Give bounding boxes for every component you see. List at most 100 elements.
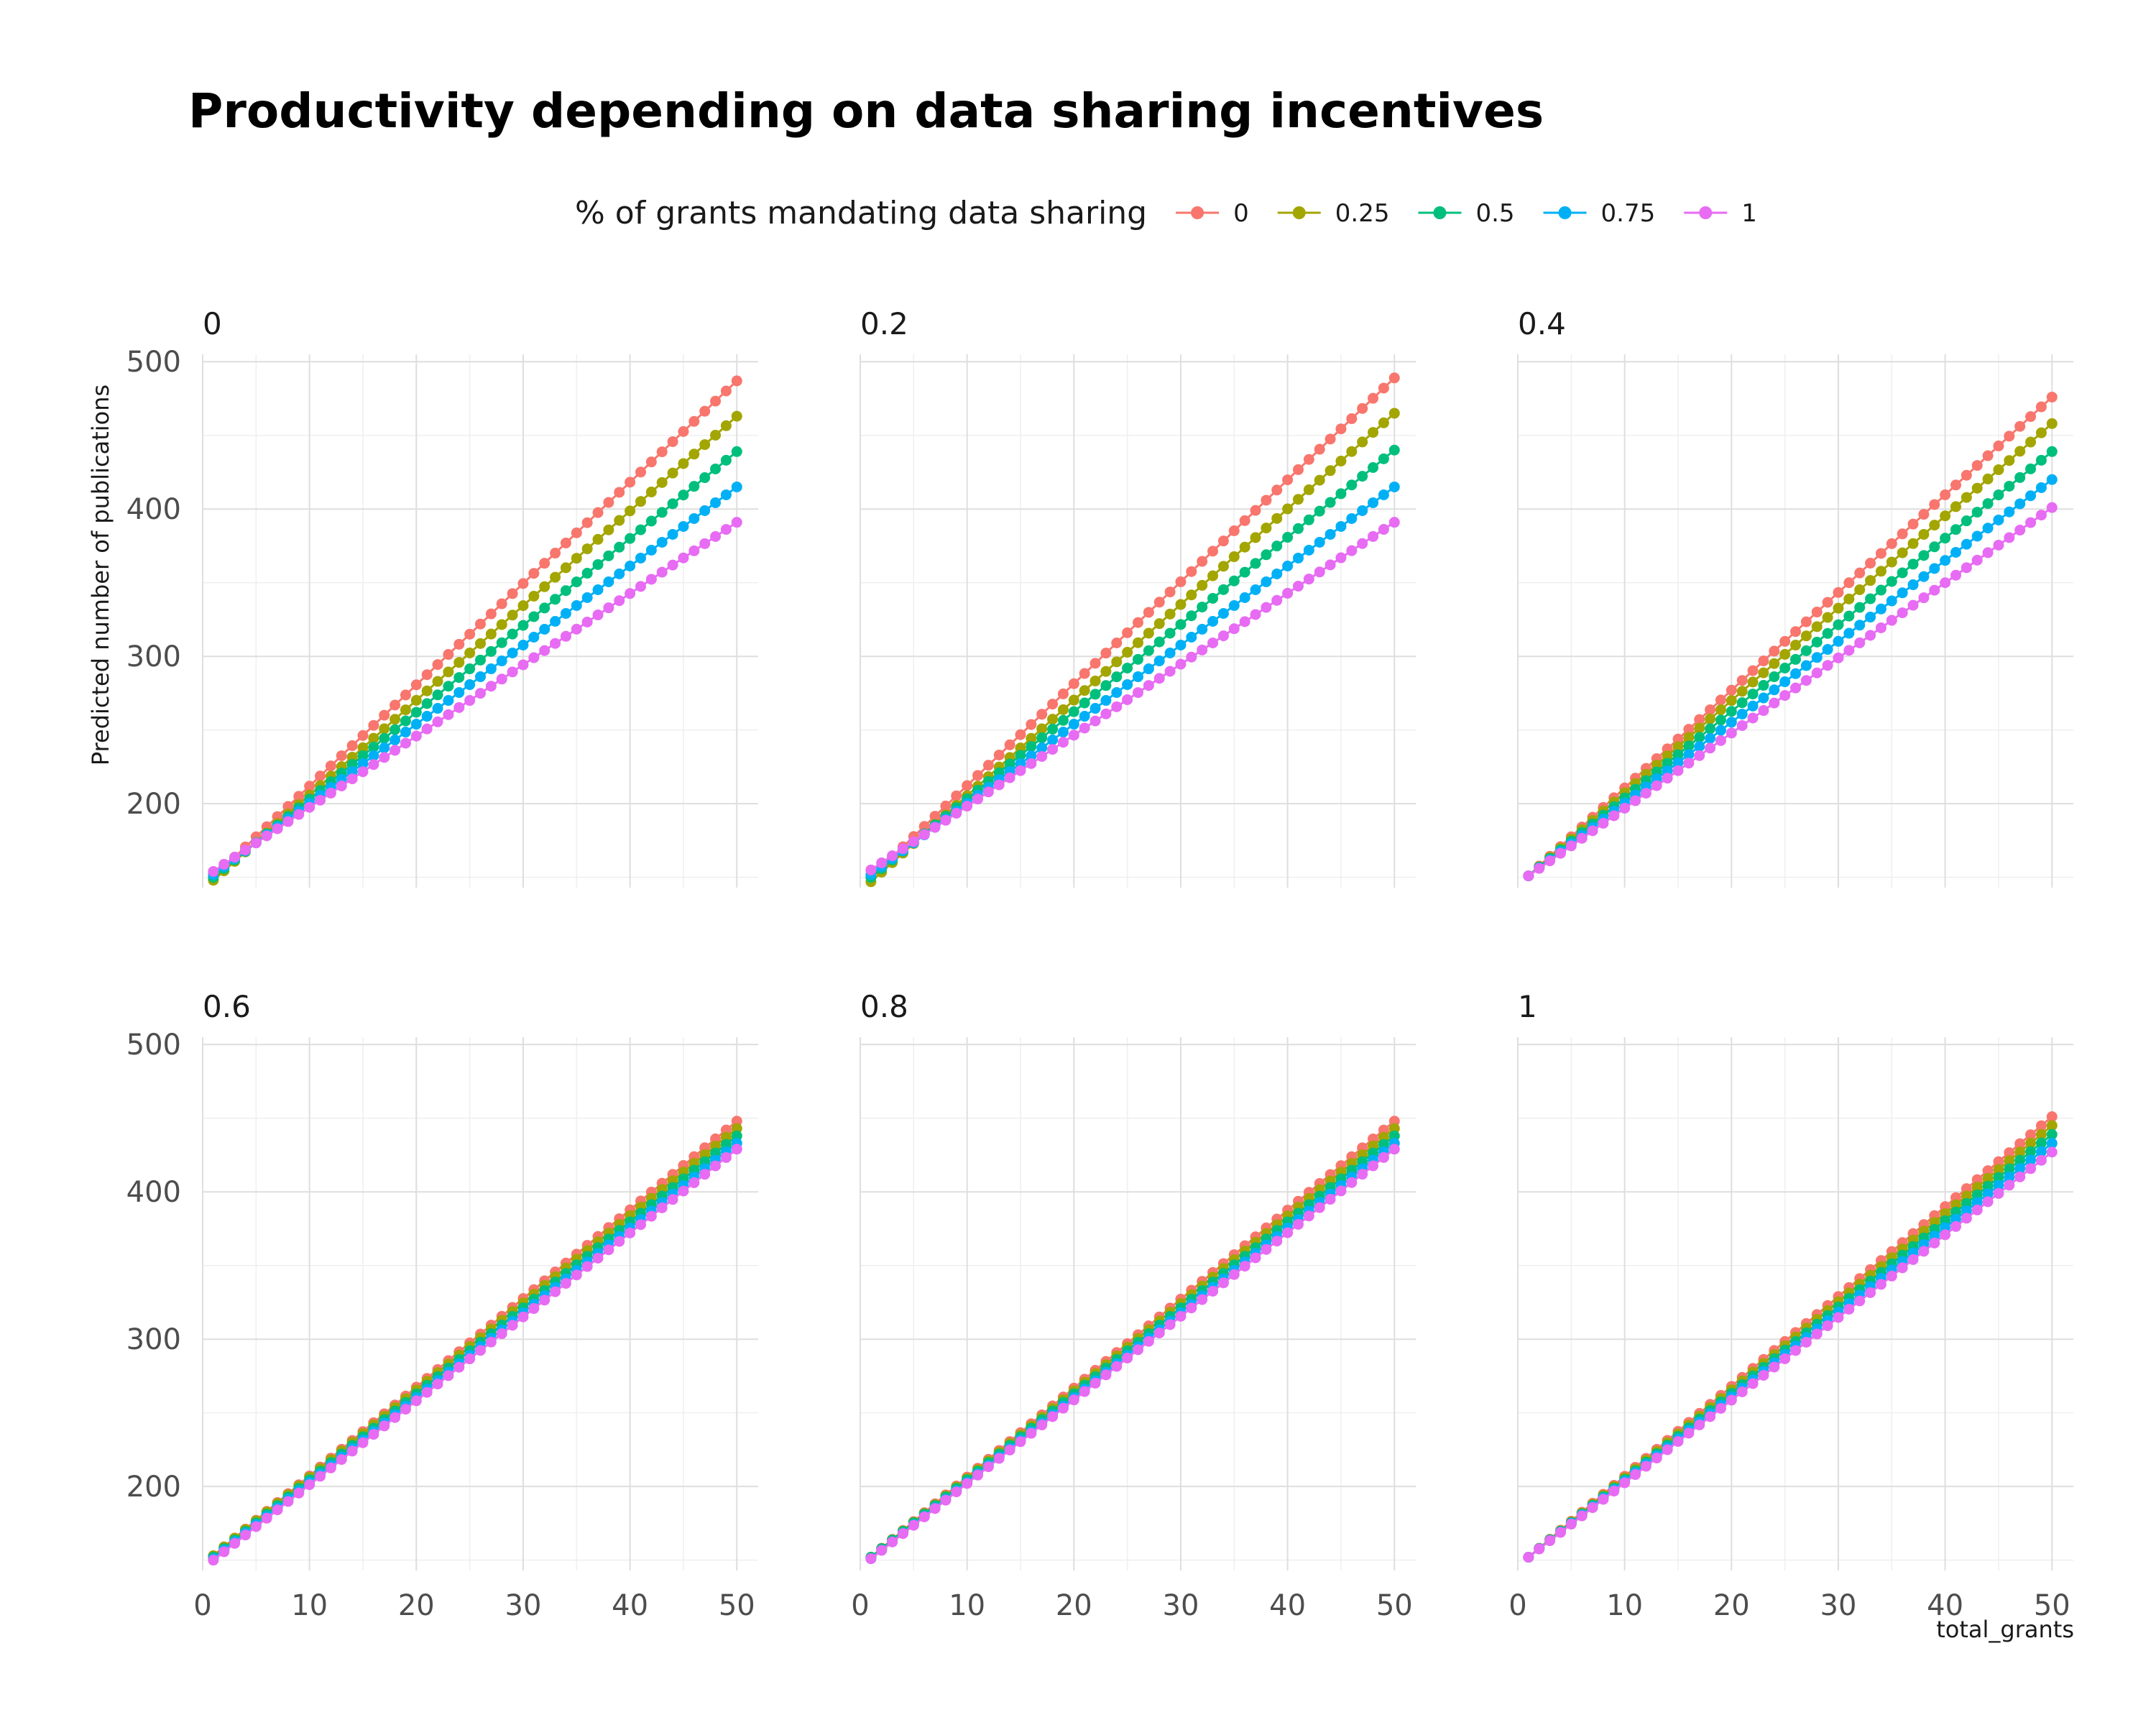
data-point (1314, 1202, 1325, 1213)
data-point (1961, 492, 1972, 503)
data-point (528, 568, 540, 579)
data-point (1346, 479, 1358, 491)
data-point (897, 1528, 908, 1540)
data-point (1715, 714, 1726, 726)
data-point (496, 1328, 507, 1340)
data-point (2025, 490, 2037, 502)
data-point (325, 787, 336, 799)
data-point (1640, 788, 1651, 799)
data-point (1303, 454, 1314, 465)
data-point (1047, 714, 1059, 725)
data-point (1619, 1477, 1631, 1489)
data-point (1026, 719, 1037, 730)
data-point (1897, 547, 1908, 558)
data-point (1843, 610, 1855, 622)
data-point (1758, 705, 1769, 717)
data-point (507, 588, 518, 599)
data-point (1079, 668, 1090, 679)
data-point (315, 1471, 326, 1482)
data-point (581, 592, 593, 603)
data-point (336, 780, 347, 791)
data-point (1897, 528, 1908, 540)
data-point (720, 385, 732, 397)
data-point (315, 794, 326, 806)
data-point (539, 1294, 550, 1306)
legend-entry: 0.25 (1277, 199, 1389, 228)
data-point (539, 581, 550, 592)
y-tick-label: 500 (126, 346, 181, 379)
data-point (517, 1311, 529, 1322)
data-point (1993, 539, 2004, 551)
data-point (1918, 528, 1930, 540)
data-point (1971, 507, 1983, 518)
data-point (635, 524, 646, 535)
data-point (1368, 1160, 1379, 1172)
data-point (1833, 619, 1844, 630)
data-point (1047, 1411, 1059, 1422)
data-point (1250, 558, 1261, 569)
data-point (1314, 443, 1325, 455)
data-point (1982, 1196, 1994, 1208)
data-point (1736, 709, 1748, 720)
data-point (645, 574, 657, 585)
data-point (656, 566, 668, 578)
y-tick-label: 400 (126, 493, 181, 526)
data-point (2035, 1154, 2047, 1166)
data-point (1143, 1335, 1154, 1347)
data-point (1993, 489, 2004, 501)
data-point (1833, 1312, 1844, 1323)
data-point (336, 1454, 347, 1466)
data-point (1325, 465, 1336, 477)
data-point (1271, 568, 1283, 579)
data-point (2046, 446, 2058, 457)
data-point (1089, 675, 1101, 686)
data-point (1079, 685, 1090, 696)
data-point (1993, 1179, 2004, 1191)
data-point (550, 1286, 561, 1297)
data-point (710, 395, 722, 407)
data-point (2046, 391, 2058, 402)
data-point (432, 703, 443, 714)
data-point (1811, 652, 1823, 663)
data-point (1651, 780, 1662, 791)
data-point (614, 487, 625, 498)
data-point (1057, 714, 1069, 726)
data-point (1047, 735, 1059, 746)
data-point (379, 709, 390, 721)
data-point (410, 679, 422, 691)
data-point (656, 507, 668, 518)
data-point (710, 1160, 722, 1172)
data-point (208, 1555, 219, 1566)
data-point (1217, 608, 1229, 620)
data-point (1694, 741, 1705, 753)
legend-entry: 0.5 (1418, 199, 1515, 228)
data-point (993, 1453, 1005, 1464)
data-point (720, 1151, 732, 1163)
data-point (614, 541, 625, 553)
data-point (918, 829, 930, 840)
data-point (1705, 1411, 1716, 1422)
data-point (1843, 593, 1855, 604)
data-point (993, 779, 1005, 791)
data-point (1672, 741, 1684, 753)
x-tick-label: 10 (949, 1589, 985, 1622)
data-point (1854, 602, 1866, 613)
data-point (1747, 700, 1759, 712)
data-point (1982, 523, 1994, 534)
data-point (357, 766, 369, 778)
data-point (1811, 636, 1823, 648)
data-point (390, 1412, 401, 1423)
data-point (390, 745, 401, 756)
data-point (1630, 1469, 1641, 1481)
data-point (908, 836, 919, 847)
data-point (1068, 1394, 1079, 1406)
data-point (699, 472, 711, 484)
data-point (1388, 1144, 1400, 1155)
data-point (1228, 623, 1240, 635)
data-point (400, 689, 411, 701)
data-point (304, 1479, 315, 1491)
data-point (2004, 455, 2015, 466)
data-point (667, 436, 678, 447)
data-point (1554, 847, 1566, 859)
data-point (517, 640, 529, 651)
